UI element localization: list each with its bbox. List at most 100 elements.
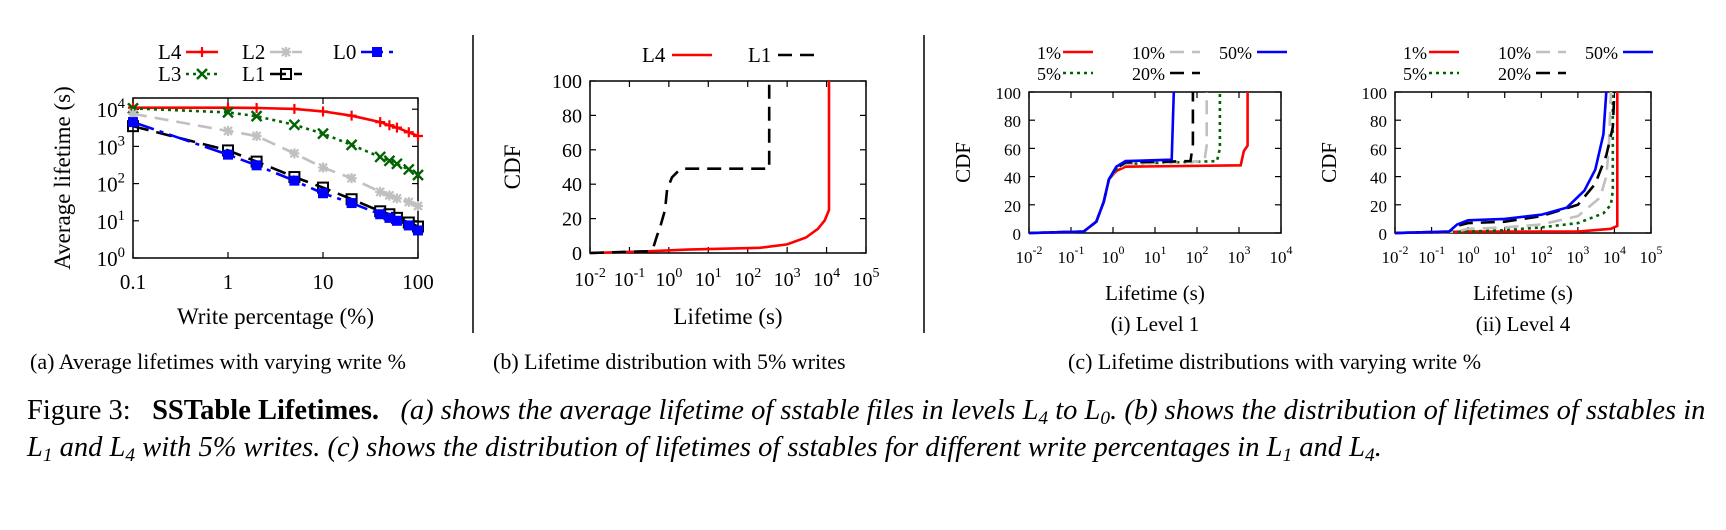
legend-item-1%: 1% (1403, 43, 1459, 63)
series-line (590, 81, 831, 255)
y-tick-label: 40 (1004, 169, 1021, 188)
series-line (1029, 91, 1176, 235)
y-axis-label: Average lifetime (s) (50, 86, 75, 269)
tick-exponent: -1 (1075, 243, 1085, 257)
tick-exponent: 3 (1245, 243, 1251, 257)
tick-base: 10 (1493, 248, 1510, 267)
subcaption-b: (b) Lifetime distribution with 5% writes (493, 349, 846, 374)
y-tick-label: 100 (1362, 84, 1388, 103)
data-point (391, 193, 402, 204)
chart-c2: 10-2 10-1 100 101 102 103 104 105020406080100Li… (1317, 43, 1663, 336)
data-point (251, 131, 262, 142)
series-L3 (127, 102, 424, 181)
x-tick-label: 101 (1493, 243, 1516, 267)
tick-base: 10 (774, 269, 794, 291)
tick-exponent: 0 (1474, 243, 1480, 257)
tick-base: 10 (1418, 248, 1435, 267)
tick-base: 10 (1457, 248, 1474, 267)
x-tick-label: 104 (1270, 243, 1293, 267)
data-point (318, 106, 328, 117)
x-axis-label: Lifetime (s) (1473, 281, 1573, 305)
y-tick-label: 0 (572, 243, 582, 265)
tick-base: 10 (1530, 248, 1547, 267)
x-tick-label: 100 (655, 266, 682, 291)
y-tick-label: 100 (996, 84, 1022, 103)
tick-base: 10 (1640, 248, 1657, 267)
series-20% (1395, 91, 1616, 235)
tick-base: 10 (97, 247, 118, 271)
legend-label: 20% (1132, 64, 1165, 84)
plot-frame (1394, 91, 1652, 234)
legend-item-10%: 10% (1132, 43, 1200, 63)
data-point (128, 108, 138, 119)
legend-label: L4 (642, 43, 666, 67)
data-point (222, 106, 234, 119)
x-tick-label: 10-1 (1418, 243, 1445, 267)
series-line (1395, 92, 1615, 235)
data-point (374, 151, 387, 163)
x-tick-label: 100 (1457, 243, 1480, 267)
legend-label: 50% (1585, 43, 1618, 63)
data-point (413, 225, 423, 236)
tick-exponent: 3 (118, 133, 125, 149)
data-point (345, 139, 358, 151)
x-tick-label: 1 (223, 270, 234, 294)
tick-exponent: 1 (118, 208, 125, 224)
tick-base: 10 (97, 98, 118, 122)
tick-exponent: 3 (794, 266, 801, 281)
tick-base: 10 (734, 269, 754, 291)
data-point (375, 186, 386, 197)
tick-base: 10 (813, 269, 833, 291)
data-point (402, 163, 415, 176)
series-20% (1029, 92, 1195, 235)
series-50% (1395, 91, 1608, 235)
tick-base: 10 (574, 269, 594, 291)
data-point (251, 160, 262, 171)
legend-label: 1% (1037, 43, 1061, 63)
data-point (412, 169, 424, 181)
tick-exponent: 0 (1119, 243, 1125, 257)
data-point (391, 215, 402, 226)
y-tick-label: 104 (97, 96, 126, 122)
tick-base: 10 (614, 269, 634, 291)
tick-base: 10 (1016, 248, 1033, 267)
legend-item-L2: L2 (242, 40, 302, 64)
legend-item-L3: L3 (158, 62, 218, 86)
tick-exponent: 2 (118, 171, 125, 187)
tick-exponent: 0 (675, 266, 682, 281)
tick-base: 10 (97, 173, 118, 197)
legend-item-50%: 50% (1219, 43, 1287, 63)
legend-item-10%: 10% (1498, 43, 1566, 63)
y-axis-label: CDF (500, 145, 525, 190)
data-point (372, 47, 382, 57)
data-point (223, 149, 233, 160)
legend-item-L4: L4 (642, 43, 712, 67)
data-point (346, 173, 357, 184)
legend-label: 10% (1498, 43, 1531, 63)
series-line (1395, 91, 1608, 235)
caption-sub: 1 (42, 444, 53, 466)
tick-base: 10 (97, 135, 118, 159)
data-point (250, 110, 263, 123)
caption-sub: 4 (1038, 407, 1049, 429)
caption-sub: 1 (1282, 444, 1293, 466)
series-line (1029, 92, 1249, 235)
legend-item-L1: L1 (748, 43, 818, 67)
plot-frame (132, 97, 419, 259)
y-axis-label: CDF (1317, 142, 1341, 183)
x-tick-label: 10-1 (1058, 243, 1085, 267)
x-axis-label: Lifetime (s) (1105, 281, 1205, 305)
series-50% (1029, 91, 1176, 235)
y-tick-label: 40 (1370, 169, 1387, 188)
series-line (1395, 92, 1619, 235)
data-point (413, 131, 423, 142)
data-point (281, 47, 291, 57)
x-tick-label: 101 (695, 266, 722, 291)
data-point (223, 125, 233, 136)
tick-base: 10 (655, 269, 675, 291)
y-tick-label: 101 (97, 208, 125, 234)
series-line (1029, 92, 1195, 235)
legend-item-1%: 1% (1037, 43, 1093, 63)
tick-exponent: -1 (634, 266, 646, 281)
